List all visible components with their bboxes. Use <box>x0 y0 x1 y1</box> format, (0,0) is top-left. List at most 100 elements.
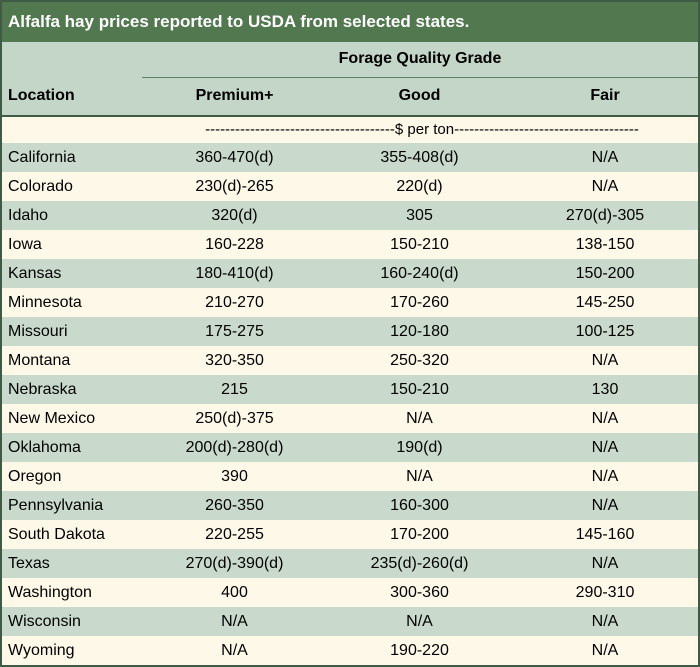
fair-cell: N/A <box>591 149 619 166</box>
good-cell: 170-260 <box>390 294 449 311</box>
premium-cell: 360-470(d) <box>195 149 274 166</box>
location-cell: Oregon <box>8 468 62 485</box>
fair-cell: 130 <box>591 381 619 398</box>
location-cell: Missouri <box>8 323 68 340</box>
good-cell: N/A <box>406 613 433 630</box>
good-cell: 250-320 <box>390 352 449 369</box>
table-row: Kansas 180-410(d) 160-240(d) 150-200 <box>2 259 698 288</box>
table-header: Forage Quality Grade Location Premium+ G… <box>2 42 698 115</box>
good-cell: 150-210 <box>390 381 449 398</box>
good-cell: 355-408(d) <box>380 149 459 166</box>
table-row: Montana 320-350 250-320 N/A <box>2 346 698 375</box>
fair-cell: 138-150 <box>575 236 635 253</box>
fair-cell: N/A <box>591 497 619 514</box>
fair-cell: 100-125 <box>575 323 635 340</box>
location-cell: Nebraska <box>8 381 77 398</box>
good-cell: N/A <box>406 468 433 485</box>
table-row: South Dakota 220-255 170-200 145-160 <box>2 520 698 549</box>
fair-cell: 145-250 <box>575 294 635 311</box>
premium-cell: 215 <box>221 381 248 398</box>
grade-group-rule <box>142 77 698 78</box>
premium-cell: 175-275 <box>205 323 264 340</box>
premium-cell: 160-228 <box>205 236 264 253</box>
premium-cell: 400 <box>221 584 248 601</box>
good-cell: 300-360 <box>390 584 449 601</box>
table-row: California 360-470(d) 355-408(d) N/A <box>2 143 698 172</box>
location-cell: Colorado <box>8 178 73 195</box>
location-cell: Montana <box>8 352 71 369</box>
premium-cell: 200(d)-280(d) <box>185 439 284 456</box>
fair-cell: 145-160 <box>575 526 635 543</box>
table-row: New Mexico 250(d)-375 N/A N/A <box>2 404 698 433</box>
location-cell: Texas <box>8 555 50 572</box>
good-cell: 190-220 <box>390 642 449 659</box>
table-row: Colorado 230(d)-265 220(d) N/A <box>2 172 698 201</box>
fair-cell: N/A <box>591 178 619 195</box>
location-cell: Oklahoma <box>8 439 81 456</box>
good-cell: 150-210 <box>390 236 449 253</box>
table-row: Missouri 175-275 120-180 100-125 <box>2 317 698 346</box>
table-row: Wisconsin N/A N/A N/A <box>2 607 698 636</box>
good-cell: 170-200 <box>390 526 449 543</box>
fair-cell: N/A <box>591 410 619 427</box>
location-cell: Kansas <box>8 265 62 282</box>
location-cell: Idaho <box>8 207 49 224</box>
premium-cell: 220-255 <box>205 526 264 543</box>
table-row: Washington 400 300-360 290-310 <box>2 578 698 607</box>
location-cell: Washington <box>8 584 92 601</box>
good-cell: 160-240(d) <box>380 265 459 282</box>
table-row: Oklahoma 200(d)-280(d) 190(d) N/A <box>2 433 698 462</box>
good-cell: N/A <box>406 410 433 427</box>
fair-column-header: Fair <box>590 87 620 104</box>
premium-cell: N/A <box>221 613 248 630</box>
location-cell: Pennsylvania <box>8 497 104 514</box>
fair-cell: N/A <box>591 642 619 659</box>
good-cell: 235(d)-260(d) <box>370 555 469 572</box>
premium-cell: 210-270 <box>205 294 264 311</box>
fair-cell: 270(d)-305 <box>565 207 645 224</box>
location-cell: Wisconsin <box>8 613 81 630</box>
good-cell: 220(d) <box>396 178 443 195</box>
good-cell: 160-300 <box>390 497 449 514</box>
fair-cell: N/A <box>591 468 619 485</box>
fair-cell: N/A <box>591 439 619 456</box>
premium-cell: 250(d)-375 <box>195 410 274 427</box>
location-cell: Wyoming <box>8 642 75 659</box>
good-cell: 190(d) <box>396 439 443 456</box>
units-label: --------------------------------------$ … <box>205 121 639 138</box>
location-cell: South Dakota <box>8 526 105 543</box>
premium-cell: 270(d)-390(d) <box>185 555 284 572</box>
table-row: Idaho 320(d) 305 270(d)-305 <box>2 201 698 230</box>
fair-cell: 290-310 <box>575 584 635 601</box>
fair-cell: N/A <box>591 613 619 630</box>
table-row: Wyoming N/A 190-220 N/A <box>2 636 698 665</box>
premium-cell: 320-350 <box>205 352 264 369</box>
table-row: Iowa 160-228 150-210 138-150 <box>2 230 698 259</box>
table-row: Minnesota 210-270 170-260 145-250 <box>2 288 698 317</box>
premium-cell: 230(d)-265 <box>195 178 274 195</box>
grade-group-header: Forage Quality Grade <box>338 50 502 67</box>
units-row: --------------------------------------$ … <box>2 115 698 143</box>
good-cell: 120-180 <box>390 323 449 340</box>
location-cell: Iowa <box>8 236 42 253</box>
fair-cell: 150-200 <box>575 265 635 282</box>
fair-cell: N/A <box>591 352 619 369</box>
table-row: Texas 270(d)-390(d) 235(d)-260(d) N/A <box>2 549 698 578</box>
location-cell: Minnesota <box>8 294 82 311</box>
location-cell: New Mexico <box>8 410 96 427</box>
fair-cell: N/A <box>591 555 619 572</box>
premium-cell: 180-410(d) <box>195 265 274 282</box>
premium-cell: 390 <box>221 468 248 485</box>
premium-cell: 260-350 <box>205 497 264 514</box>
premium-cell: N/A <box>221 642 248 659</box>
table-row: Nebraska 215 150-210 130 <box>2 375 698 404</box>
table-row: Pennsylvania 260-350 160-300 N/A <box>2 491 698 520</box>
good-cell: 305 <box>406 207 433 224</box>
good-column-header: Good <box>398 87 441 104</box>
premium-cell: 320(d) <box>211 207 258 224</box>
table-row: Oregon 390 N/A N/A <box>2 462 698 491</box>
table-title: Alfalfa hay prices reported to USDA from… <box>2 2 698 42</box>
premium-column-header: Premium+ <box>195 87 274 104</box>
table-body: California 360-470(d) 355-408(d) N/A Colorad… <box>2 143 698 665</box>
